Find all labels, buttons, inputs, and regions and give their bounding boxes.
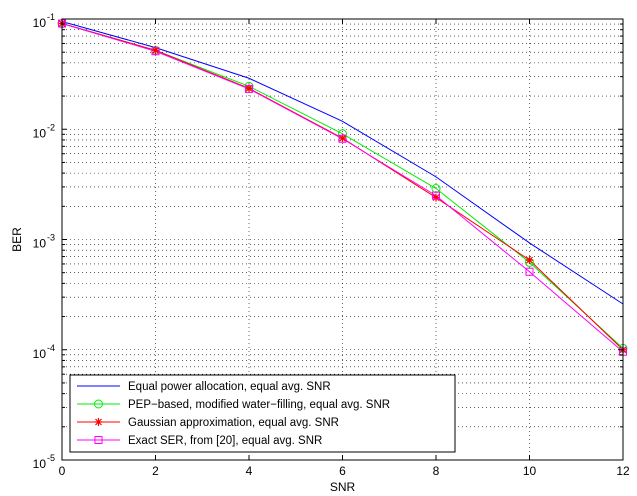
y-tick-label-exponent: -4 xyxy=(47,343,55,353)
legend: Equal power allocation, equal avg. SNR PE… xyxy=(69,374,456,453)
y-tick-label-exponent: -1 xyxy=(47,12,55,22)
square-marker xyxy=(338,134,347,143)
legend-box xyxy=(69,374,456,453)
square-marker xyxy=(94,436,103,444)
x-axis-title: SNR xyxy=(330,480,356,494)
star-marker xyxy=(94,418,103,426)
x-tick-labels: 0 2 4 6 8 10 12 xyxy=(59,464,630,478)
star-stroke xyxy=(152,46,159,54)
square-marker xyxy=(432,191,440,200)
x-tick-label: 4 xyxy=(246,464,253,478)
star-marker xyxy=(432,193,440,202)
series-markers xyxy=(57,19,628,356)
star-stroke xyxy=(245,84,253,92)
star-stroke xyxy=(526,256,533,264)
star-stroke xyxy=(95,418,102,426)
x-tick-label: 10 xyxy=(523,464,537,478)
square-marker xyxy=(151,47,160,56)
y-axis-title: BER xyxy=(10,227,24,252)
circle-marker xyxy=(94,399,103,409)
y-tick-label-exponent: -2 xyxy=(47,122,55,132)
legend-label: Exact SER, from [20], equal avg. SNR xyxy=(128,435,322,447)
legend-label: Equal power allocation, equal avg. SNR xyxy=(128,381,331,393)
x-tick-label: 8 xyxy=(433,464,440,478)
square-marker xyxy=(525,267,534,276)
y-tick-label-base: 10 xyxy=(33,16,47,30)
legend-label: Gaussian approximation, equal avg. SNR xyxy=(128,417,339,429)
y-tick-label-base: 10 xyxy=(33,457,47,471)
y-tick-label-base: 10 xyxy=(33,347,47,361)
star-stroke xyxy=(339,134,346,142)
y-tick-label-base: 10 xyxy=(33,126,47,140)
legend-label: PEP−based, modified water−filling, equal… xyxy=(128,399,390,411)
y-tick-label-exponent: -5 xyxy=(47,453,55,463)
y-tick-labels: 10-510-410-310-210-1 xyxy=(33,12,55,471)
x-tick-label: 2 xyxy=(152,464,159,478)
x-tick-label: 0 xyxy=(59,464,66,478)
y-tick-label-exponent: -3 xyxy=(47,233,55,243)
x-tick-label: 12 xyxy=(616,464,630,478)
x-tick-label: 6 xyxy=(339,464,346,478)
y-tick-label-base: 10 xyxy=(33,237,47,251)
star-marker xyxy=(525,256,534,265)
axis-ticks xyxy=(61,19,624,460)
square-marker xyxy=(245,84,253,93)
